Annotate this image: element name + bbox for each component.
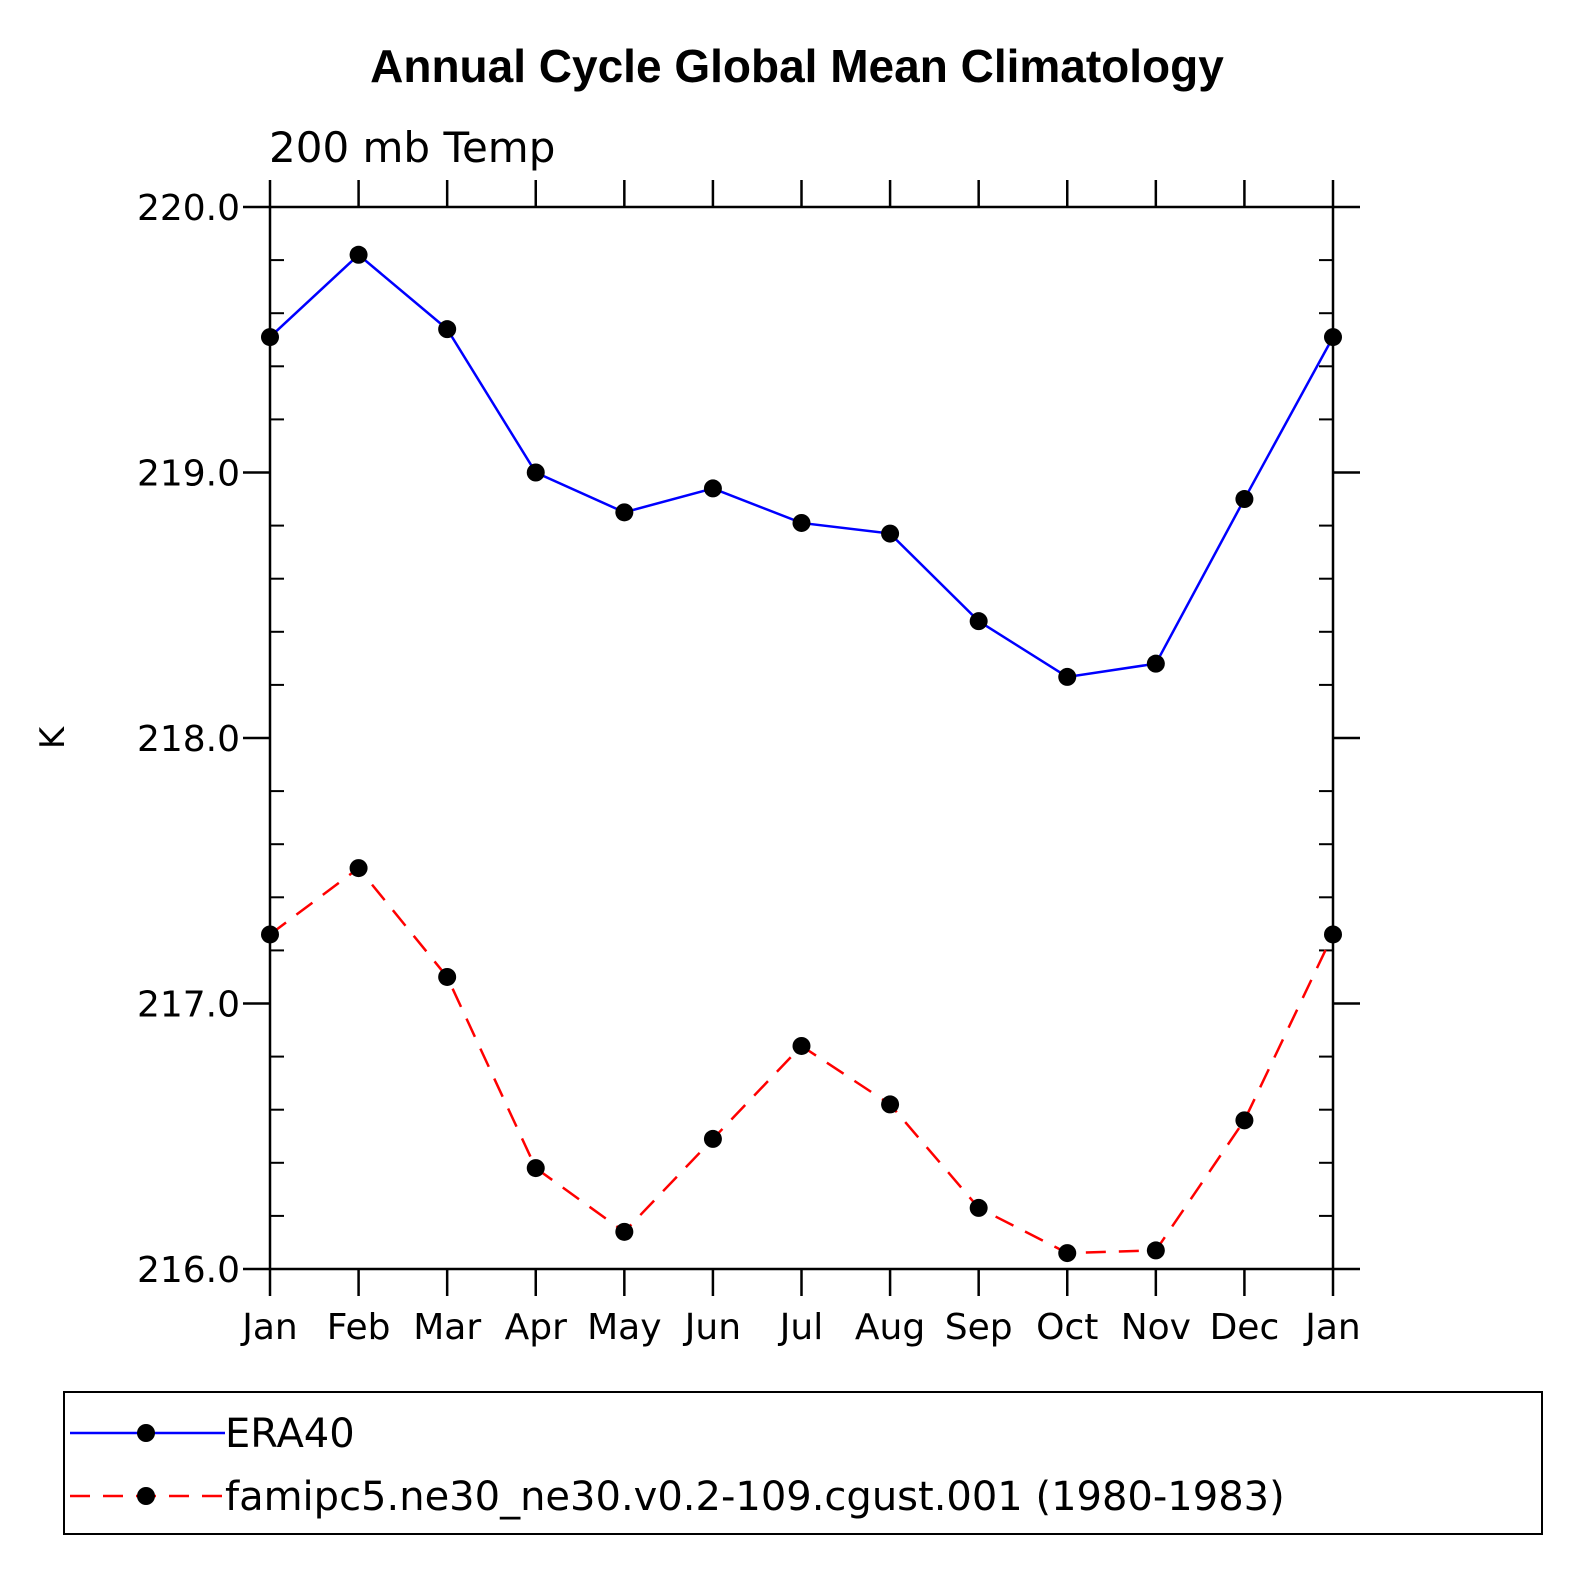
legend-marker [137, 1487, 155, 1505]
data-point [526, 463, 545, 482]
data-point [1324, 925, 1342, 944]
x-tick-label: Jun [683, 1307, 741, 1348]
chart-title: Annual Cycle Global Mean Climatology [370, 40, 1224, 92]
data-point [349, 245, 368, 264]
y-axis-label: K [33, 725, 73, 749]
data-point [703, 1129, 722, 1148]
legend-label: ERA40 [225, 1411, 355, 1457]
x-tick-label: Mar [413, 1307, 481, 1348]
x-tick-label: Oct [1036, 1307, 1098, 1348]
data-point [615, 1222, 634, 1241]
data-point [526, 1159, 545, 1178]
data-point [792, 513, 811, 532]
y-tick-label: 218.0 [137, 719, 240, 760]
y-tick-label: 219.0 [137, 454, 240, 495]
data-point [1235, 490, 1254, 509]
plot-frame [268, 205, 1335, 1271]
data-point [703, 479, 722, 498]
chart-subtitle: 200 mb Temp [269, 123, 555, 172]
data-point [1146, 1241, 1165, 1260]
x-tick-label: Jan [1303, 1307, 1361, 1348]
data-point [615, 503, 634, 522]
data-point [438, 320, 457, 339]
x-tick-label: May [587, 1307, 661, 1348]
x-tick-label: Dec [1210, 1307, 1280, 1348]
x-tick-label: Apr [505, 1307, 567, 1348]
series-layer [261, 245, 1342, 1263]
series-line [269, 253, 1335, 679]
axes: Jan Feb Mar Apr May Jun Jul Aug Sep Oct Nov Dec Jan2… [33, 180, 1361, 1348]
series-line [269, 866, 1335, 1255]
data-point [261, 328, 279, 347]
data-point [969, 1198, 988, 1217]
data-point [1058, 1244, 1077, 1263]
x-tick-label: Jan [240, 1307, 298, 1348]
legend-box [63, 1391, 1543, 1535]
data-point [792, 1036, 811, 1055]
data-point [1235, 1111, 1254, 1130]
data-point [438, 967, 457, 986]
data-point [1324, 328, 1342, 347]
data-point [1058, 667, 1077, 686]
data-point [349, 859, 368, 878]
legend: ERA40 famipc5.ne30_ne30.v0.2-109.cgust.00… [63, 1391, 1543, 1535]
x-tick-label: Aug [855, 1307, 925, 1348]
data-point [261, 925, 279, 944]
data-point [881, 524, 900, 543]
x-tick-label: Sep [945, 1307, 1013, 1348]
x-tick-label: Feb [327, 1307, 391, 1348]
series-2 [261, 859, 1342, 1263]
data-point [1146, 654, 1165, 673]
y-tick-label: 220.0 [137, 188, 240, 229]
legend-label: famipc5.ne30_ne30.v0.2-109.cgust.001 (19… [225, 1474, 1285, 1520]
y-tick-label: 217.0 [137, 985, 240, 1026]
legend-marker [137, 1424, 155, 1442]
data-point [881, 1095, 900, 1114]
x-tick-label: Jul [778, 1307, 823, 1348]
y-tick-label: 216.0 [137, 1250, 240, 1291]
series-1 [261, 245, 1342, 686]
data-point [969, 612, 988, 631]
x-tick-label: Nov [1121, 1307, 1191, 1348]
